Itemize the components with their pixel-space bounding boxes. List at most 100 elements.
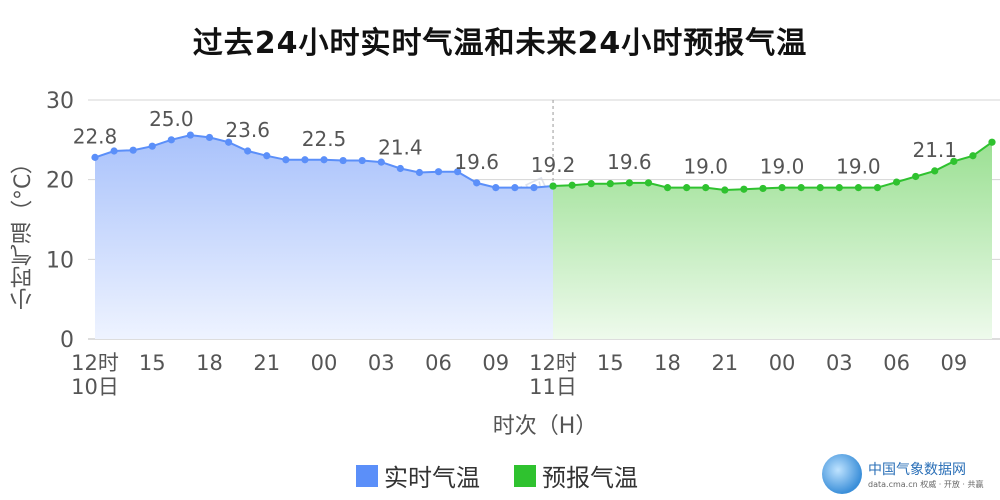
data-point [377,158,385,166]
data-label: 25.0 [149,107,194,131]
x-tick-label: 09 [940,351,967,375]
data-point [110,147,118,155]
y-axis-title: 小时气温（°C） [11,151,36,310]
data-point [320,156,328,164]
data-point [224,138,233,146]
data-point [835,184,843,192]
data-point [931,167,939,175]
data-point [683,184,691,192]
data-point [415,168,424,177]
data-point [988,138,996,146]
data-label: 22.8 [73,124,118,148]
data-point [148,142,156,150]
data-point [950,157,958,165]
legend-label-observed: 实时气温 [384,464,480,492]
data-point [702,184,710,192]
data-point [434,168,443,176]
x-tick-label: 21 [711,351,738,375]
data-label: 21.1 [912,138,957,162]
x-tick-label: 09 [482,351,509,375]
brand: 中国气象数据网 data.cma.cn 权威 · 开放 · 共赢 [822,454,983,494]
x-axis-title: 时次（H） [492,414,598,439]
data-label: 19.0 [683,155,728,179]
legend-swatch-observed [356,464,378,487]
data-point [263,152,271,160]
data-point [454,168,462,176]
data-label: 21.4 [378,136,423,160]
data-point [492,184,500,192]
data-point [282,156,290,164]
data-point [816,184,824,192]
x-tick-sublabel: 10日 [71,375,119,399]
data-point [721,186,729,194]
x-tick-label: 12时 [529,351,577,375]
data-point [759,184,767,193]
data-label: 19.0 [760,155,805,179]
areas [95,135,992,339]
series-area [95,135,553,339]
data-label: 23.6 [225,118,270,142]
x-tick-label: 00 [769,351,796,375]
data-point [167,136,175,144]
x-tick-label: 03 [826,351,853,375]
brand-url: data.cma.cn 权威 · 开放 · 共赢 [868,479,984,489]
data-point [473,179,481,187]
x-tick-label: 15 [139,351,166,375]
x-tick-label: 18 [196,351,223,375]
data-point [644,179,653,187]
data-labels: 22.8 25.0 23.6 22.5 21.4 19.6 19.2 19.6 19.0 19.0… [73,107,957,179]
legend-swatch-forecast [514,464,536,487]
data-point [587,180,595,188]
data-point [778,184,786,192]
data-point [205,133,214,142]
y-tick-label: 20 [46,169,74,194]
data-point [625,179,633,187]
data-point [91,153,99,161]
y-tick-label: 30 [46,89,74,114]
data-point [912,172,920,181]
chart-title: 过去24小时实时气温和未来24小时预报气温 [192,26,808,61]
data-point [129,146,137,154]
x-tick-sublabel: 11日 [529,375,577,399]
legend-item-observed[interactable]: 实时气温 [356,458,480,493]
data-point [396,164,404,173]
series-area [553,142,992,339]
data-point [358,156,366,165]
data-label: 19.6 [607,150,652,174]
data-label: 22.5 [302,127,347,151]
data-label: 19.0 [836,155,881,179]
data-point [854,184,863,192]
data-point [339,156,347,165]
legend-item-forecast[interactable]: 预报气温 [514,458,638,493]
data-point [511,184,519,192]
x-tick-label: 00 [311,351,338,375]
x-tick-label: 18 [654,351,681,375]
data-point [740,185,748,193]
data-point [606,180,614,188]
data-point [797,184,805,192]
data-point [568,181,576,189]
data-point [244,147,252,155]
y-tick-label: 10 [46,248,74,273]
data-label: 19.6 [454,150,499,174]
data-point [186,131,195,139]
data-point [530,184,538,192]
data-point [892,178,901,186]
data-point [969,152,977,160]
legend: 实时气温 预报气温 [356,458,638,493]
data-point [663,184,672,192]
data-point [301,156,309,164]
x-tick-label: 12时 [71,351,119,375]
data-point [549,182,557,190]
x-tick-label: 03 [368,351,395,375]
x-tick-label: 06 [883,351,910,375]
data-label: 19.2 [531,153,576,177]
x-tick-label: 21 [253,351,280,375]
legend-label-forecast: 预报气温 [542,464,638,492]
x-tick-label: 06 [425,351,452,375]
brand-name: 中国气象数据网 [868,461,966,478]
data-point [873,184,882,192]
cma-logo-icon [822,454,862,494]
